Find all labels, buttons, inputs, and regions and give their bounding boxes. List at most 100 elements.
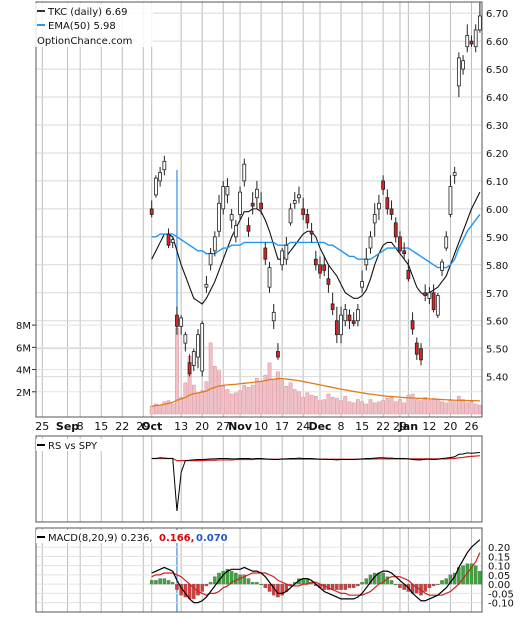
volume-bar [347,401,352,415]
candle-body [356,309,360,322]
macd-histogram-bar [393,583,398,586]
candle-body [292,200,297,204]
candle-body [175,314,179,327]
macd-signal-line [151,552,481,596]
price-tick-label: 5.70 [486,289,508,300]
macd-histogram-bar [431,583,436,587]
macd-histogram-bar [158,578,162,585]
macd-histogram-bar [347,583,352,588]
macd-histogram-bar [154,580,158,585]
candle-body [187,362,192,375]
macd-histogram-bar [339,583,343,590]
candle-body [284,244,289,260]
watermark: OptionChance.com [37,36,132,47]
candle-body [313,258,318,266]
candle-body [381,180,385,190]
candle-body [318,264,322,274]
volume-bar [326,393,331,415]
candle-body [473,29,478,48]
macd-histogram-bar [335,583,339,590]
volume-bar [351,402,356,415]
candle-body [271,311,276,322]
volume-tick-label: 2M [16,388,31,399]
price-tick-label: 5.40 [486,373,508,384]
macd-histogram-bar [196,583,200,596]
macd-histogram-bar [242,574,247,585]
macd-tick-label: -0.10 [488,599,514,610]
volume-bar [419,400,423,415]
rs-legend-box [36,439,104,451]
volume-bar [212,365,217,415]
x-tick-label: 10 [254,420,268,433]
candle-body [414,342,419,355]
candle-body [334,320,339,336]
volume-bar [398,399,402,415]
candle-body [267,267,272,288]
volume-bar [368,399,373,415]
volume-bar [154,403,158,415]
volume-bar [452,401,457,415]
candle-body [402,250,407,255]
candle-body [461,60,465,70]
volume-bar [381,400,385,415]
x-tick-label: 22 [376,420,390,433]
volume-bar [191,384,196,415]
x-tick-label: 17 [275,420,289,433]
macd-histogram-bar [229,571,234,585]
macd-plot [149,539,482,604]
volume-bar [309,394,314,415]
macd-histogram-bar [351,583,356,588]
volume-bar [343,395,348,415]
volume-bar [318,400,322,415]
volume-bar [242,384,247,415]
x-tick-label: 22 [115,420,129,433]
candle-body [444,236,449,249]
x-tick-label: Sep [56,420,79,433]
macd-line [151,539,481,604]
candle-body [221,186,226,210]
candle-body [406,269,411,280]
macd-tick-label: 0.05 [488,571,510,582]
volume-bar [473,403,478,415]
candle-body [343,309,348,322]
x-tick-label: 12 [422,420,436,433]
macd-tick-label: 0.10 [488,562,510,573]
candle-body [196,334,200,358]
macd-histogram-bar [427,583,432,588]
volume-bar [372,402,377,415]
panel-frames [35,1,483,613]
candle-body [179,317,184,327]
volume-bar [263,374,268,415]
price-legend-label: TKC (daily) 6.69 [47,7,127,18]
grid [32,2,482,612]
macd-histogram-bar [250,582,255,585]
volume-tick-label: 4M [16,366,31,377]
candle-body [431,292,436,310]
candle-body [419,348,423,361]
x-tick-label: 24 [296,420,310,433]
candle-body [360,281,364,288]
price-legend-box [35,3,153,47]
price-tick-label: 6.60 [486,37,508,48]
volume-bar [427,400,432,415]
volume-bar [255,378,259,415]
candle-body [351,320,356,324]
candle-body [435,295,440,316]
volume-bar [465,402,470,415]
candle-body [288,208,293,224]
volume-bar [271,379,276,415]
panel-frame [35,1,483,418]
panel-frame [35,527,483,613]
candle-body [238,191,242,215]
candle-body [465,35,470,48]
candle-body [398,236,402,252]
candle-body [255,188,259,199]
volume-bar [402,402,407,415]
rs-lines [151,452,480,512]
macd-histogram-bar [440,580,444,585]
macd-histogram-bar [478,571,482,585]
candle-body [170,239,175,243]
candle-body [229,214,234,221]
volume-bar [288,382,293,415]
